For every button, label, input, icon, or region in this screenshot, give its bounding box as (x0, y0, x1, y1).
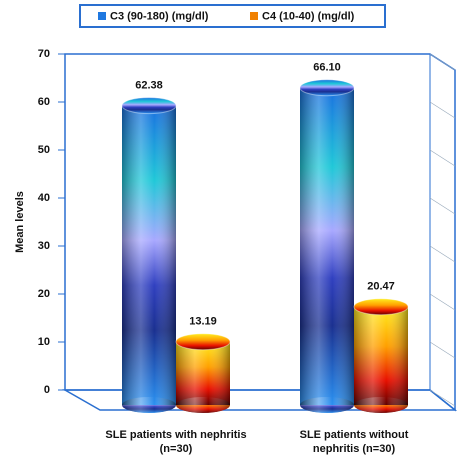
bar-bottom-shade (354, 397, 408, 413)
bar-top (175, 333, 231, 351)
wall-tick (429, 389, 456, 407)
y-tick-label: 40 (38, 192, 50, 204)
legend-label: C4 (10-40) (mg/dl) (262, 10, 355, 22)
value-label: 66.10 (313, 62, 341, 74)
wall-tick (429, 197, 456, 215)
legend-swatch (250, 12, 258, 20)
wall-tick (429, 293, 456, 311)
y-tick-label: 0 (44, 384, 50, 396)
bar-top (353, 298, 409, 316)
bar-bottom-shade (300, 397, 354, 413)
y-tick-label: 50 (38, 144, 50, 156)
y-tick-label: 60 (38, 96, 50, 108)
y-axis-title: Mean levels (14, 191, 26, 253)
bar-shade (354, 306, 408, 405)
x-tick-label: SLE patients with nephritis (n=30) (105, 429, 247, 455)
bar-shade (300, 87, 354, 405)
bar-bottom-shade (176, 397, 230, 413)
wall-tick (429, 245, 456, 263)
y-tick-label: 30 (38, 240, 50, 252)
bar-bottom-shade (122, 397, 176, 413)
legend-swatch (98, 12, 106, 20)
y-tick-label: 10 (38, 336, 50, 348)
legend-label: C3 (90-180) (mg/dl) (110, 10, 209, 22)
bar-top (121, 97, 177, 115)
bar-top (299, 79, 355, 97)
y-tick-label: 20 (38, 288, 50, 300)
wall-tick (429, 149, 456, 167)
x-tick-label: SLE patients without nephritis (n=30) (299, 429, 409, 455)
value-label: 20.47 (367, 281, 395, 293)
bar-shade (122, 105, 176, 406)
wall-tick (429, 341, 456, 359)
y-tick-label: 70 (38, 48, 50, 60)
value-label: 13.19 (189, 316, 217, 328)
value-label: 62.38 (135, 79, 163, 91)
wall-tick (429, 101, 456, 119)
bar-shade (176, 341, 230, 405)
wall-tick (429, 53, 456, 71)
legend-box (79, 4, 386, 28)
